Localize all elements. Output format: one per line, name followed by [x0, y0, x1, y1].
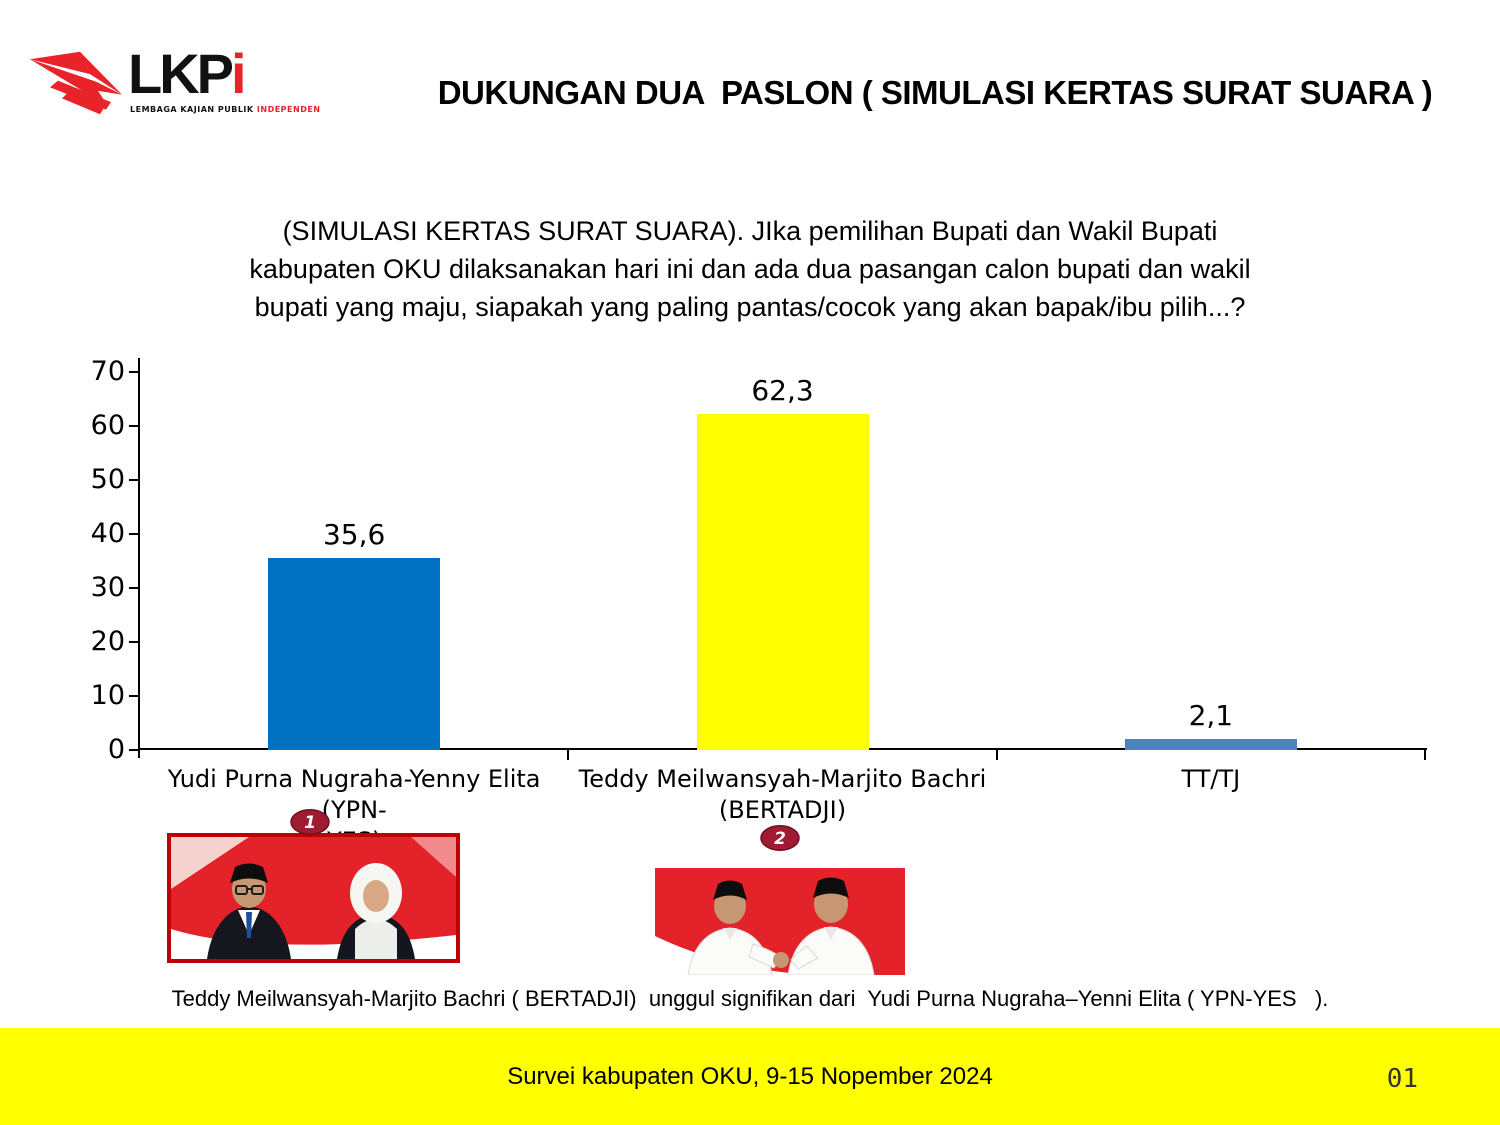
survey-question-line2: kabupaten OKU dilaksanakan hari ini dan …: [249, 254, 1251, 284]
y-axis-tick-label: 10: [90, 680, 125, 711]
x-axis-tick: [995, 750, 998, 760]
lkpi-wordmark-red: i: [231, 42, 246, 105]
bar-2: [696, 414, 869, 750]
lkpi-swoosh-icon: [30, 51, 122, 115]
y-axis-tick: [129, 371, 138, 373]
y-axis-tick: [129, 479, 138, 481]
y-axis-tick: [129, 695, 138, 697]
bar-value-label-3: 2,1: [1188, 699, 1234, 732]
survey-question: (SIMULASI KERTAS SURAT SUARA). JIka pemi…: [140, 212, 1360, 326]
y-axis-tick-label: 40: [90, 518, 125, 549]
y-axis-tick: [129, 587, 138, 589]
y-axis-tick: [129, 641, 138, 643]
paslon-1-number-badge: 1: [290, 809, 330, 835]
y-axis-tick: [129, 425, 138, 427]
page-number: 01: [1386, 1064, 1418, 1094]
y-axis-tick-label: 30: [90, 572, 125, 603]
y-axis-tick-label: 20: [90, 626, 125, 657]
paslon-2-photo: [655, 848, 905, 975]
x-axis-category-label-line: (BERTADJI): [718, 796, 847, 824]
survey-question-line1: (SIMULASI KERTAS SURAT SUARA). JIka pemi…: [282, 216, 1218, 246]
bar-value-label-2: 62,3: [751, 374, 814, 407]
y-axis-tick: [129, 749, 138, 751]
bar-1: [268, 558, 441, 750]
y-axis-tick-label: 60: [90, 410, 125, 441]
footer-survey-info: Survei kabupaten OKU, 9-15 Nopember 2024: [507, 1063, 993, 1090]
x-axis-category-label-line: Teddy Meilwansyah-Marjito Bachri: [578, 765, 987, 793]
y-axis-tick: [129, 533, 138, 535]
y-axis-tick-label: 50: [90, 464, 125, 495]
lkpi-wordmark: LKPi: [128, 42, 246, 105]
lkpi-tagline-black: LEMBAGA KAJIAN PUBLIK: [130, 105, 257, 114]
x-axis-category-label-1: Yudi Purna Nugraha-Yenny Elita (YPN-YES): [140, 764, 568, 857]
x-axis-tick: [567, 750, 570, 760]
lkpi-tagline-red: INDEPENDEN: [256, 105, 321, 114]
x-axis-category-label-2: Teddy Meilwansyah-Marjito Bachri (BERTADJ…: [568, 764, 996, 826]
x-axis-category-label-line: TT/TJ: [1181, 765, 1241, 793]
paslon-2-number-badge: 2: [760, 825, 800, 851]
y-axis-tick-label: 0: [107, 734, 125, 765]
page-title: DUKUNGAN DUA PASLON ( SIMULASI KERTAS SU…: [437, 74, 1433, 111]
y-axis-tick-label: 70: [90, 356, 125, 387]
bar-value-label-1: 35,6: [322, 518, 386, 551]
bar-3: [1124, 739, 1297, 750]
lkpi-logo: LKPi LEMBAGA KAJIAN PUBLIK INDEPENDEN: [28, 42, 320, 124]
x-axis-tick: [1424, 750, 1426, 760]
lkpi-tagline: LEMBAGA KAJIAN PUBLIK INDEPENDEN: [130, 105, 321, 114]
footer-band: Survei kabupaten OKU, 9-15 Nopember 2024…: [0, 1028, 1500, 1125]
paslon-2-number: 2: [774, 829, 786, 849]
survey-question-line3: bupati yang maju, siapakah yang paling p…: [254, 292, 1246, 322]
x-axis-category-label-3: TT/TJ: [997, 764, 1425, 795]
paslon-1-photo: [167, 833, 460, 963]
lkpi-wordmark-black: LKP: [128, 42, 234, 105]
summary-text: Teddy Meilwansyah-Marjito Bachri ( BERTA…: [171, 986, 1329, 1011]
y-axis-line: [138, 358, 140, 758]
x-axis-category-label-line: Yudi Purna Nugraha-Yenny Elita (YPN-: [167, 765, 541, 824]
paslon-1-number: 1: [304, 813, 316, 833]
